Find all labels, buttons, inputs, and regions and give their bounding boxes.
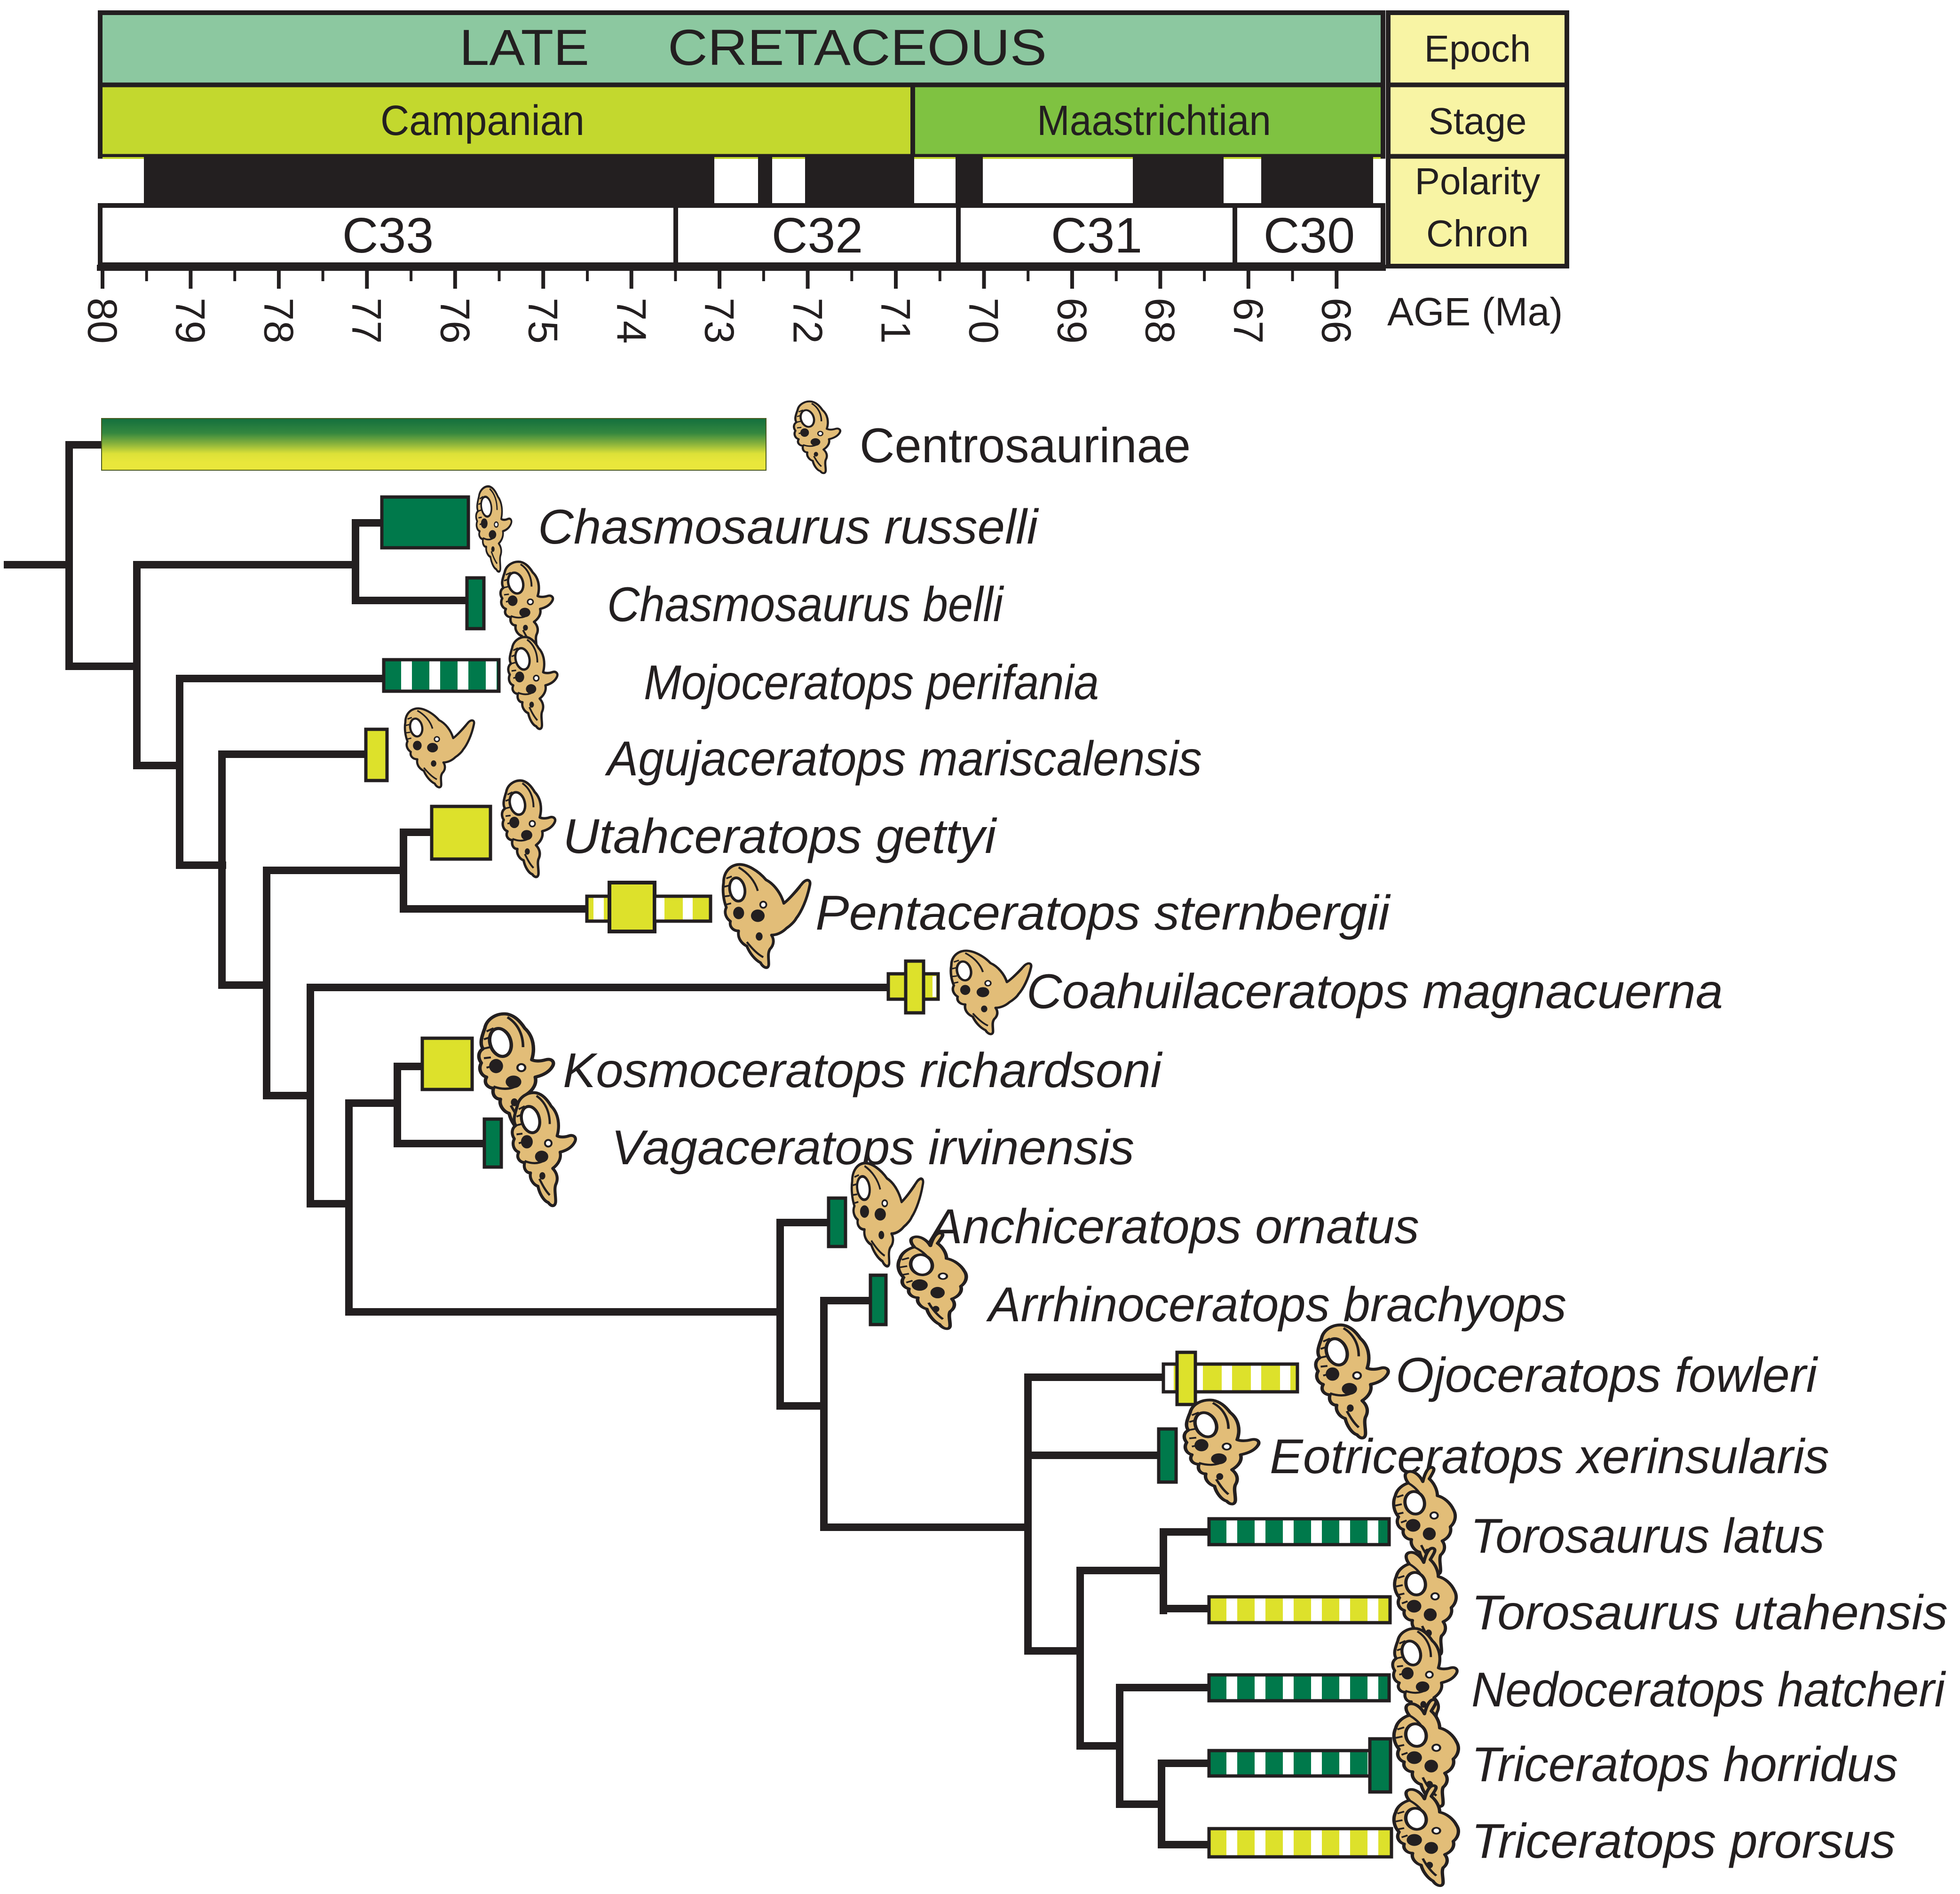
svg-text:Triceratops prorsus: Triceratops prorsus [1471,1814,1896,1869]
svg-text:66: 66 [1313,298,1360,344]
svg-text:Anchiceratops ornatus: Anchiceratops ornatus [927,1200,1419,1254]
svg-text:72: 72 [785,298,831,344]
svg-text:Torosaurus utahensis: Torosaurus utahensis [1471,1586,1948,1640]
svg-text:Polarity: Polarity [1415,160,1541,202]
svg-text:C31: C31 [1051,208,1142,263]
svg-text:73: 73 [696,298,743,344]
svg-text:Chron: Chron [1426,213,1529,254]
svg-text:69: 69 [1049,298,1096,344]
svg-text:Arrhinoceratops brachyops: Arrhinoceratops brachyops [986,1278,1566,1332]
svg-text:Triceratops horridus: Triceratops horridus [1471,1737,1898,1792]
svg-text:Maastrichtian: Maastrichtian [1037,97,1271,144]
svg-text:Epoch: Epoch [1424,28,1531,70]
svg-text:C30: C30 [1264,208,1355,263]
svg-text:Chasmosaurus russelli: Chasmosaurus russelli [538,500,1039,554]
svg-text:Nedoceratops hatcheri: Nedoceratops hatcheri [1471,1663,1946,1717]
svg-text:C33: C33 [342,208,434,263]
svg-text:78: 78 [256,298,302,344]
svg-text:74: 74 [609,298,655,344]
svg-text:Eotriceratops xerinsularis: Eotriceratops xerinsularis [1270,1429,1829,1484]
svg-text:79: 79 [167,298,214,344]
svg-text:Utahceratops gettyi: Utahceratops gettyi [563,809,997,864]
svg-text:70: 70 [961,298,1007,344]
svg-text:Ojoceratops fowleri: Ojoceratops fowleri [1396,1348,1818,1403]
svg-text:Kosmoceratops richardsoni: Kosmoceratops richardsoni [563,1043,1163,1098]
svg-text:CRETACEOUS: CRETACEOUS [668,19,1047,76]
svg-text:Mojoceratops perifania: Mojoceratops perifania [644,655,1099,710]
svg-text:Chasmosaurus belli: Chasmosaurus belli [607,577,1004,632]
svg-text:67: 67 [1225,298,1272,344]
svg-text:LATE: LATE [459,19,589,76]
svg-text:Coahuilaceratops magnacuerna: Coahuilaceratops magnacuerna [1027,964,1723,1019]
svg-text:Stage: Stage [1428,100,1526,142]
svg-text:77: 77 [344,298,390,344]
svg-text:C32: C32 [772,208,863,263]
svg-text:Agujaceratops mariscalensis: Agujaceratops mariscalensis [604,732,1202,786]
svg-text:Pentaceratops sternbergii: Pentaceratops sternbergii [815,886,1391,940]
svg-text:AGE (Ma): AGE (Ma) [1387,290,1563,334]
svg-text:Torosaurus latus: Torosaurus latus [1470,1509,1825,1563]
svg-text:Campanian: Campanian [380,97,585,144]
svg-text:76: 76 [432,298,479,344]
svg-text:75: 75 [520,298,567,344]
svg-text:71: 71 [873,298,919,344]
svg-text:80: 80 [79,298,126,344]
svg-text:68: 68 [1137,298,1184,344]
svg-text:Centrosaurinae: Centrosaurinae [860,418,1191,473]
